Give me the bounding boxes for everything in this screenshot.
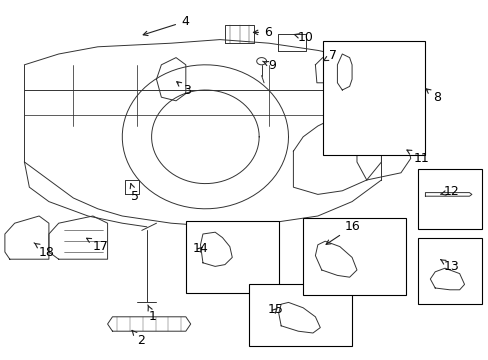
- Text: 8: 8: [425, 89, 440, 104]
- Text: 13: 13: [440, 260, 458, 273]
- Text: 6: 6: [253, 26, 271, 39]
- Text: 15: 15: [267, 303, 283, 316]
- Bar: [249, 284, 351, 346]
- Bar: [322, 41, 425, 155]
- Text: 1: 1: [147, 305, 157, 323]
- Text: 10: 10: [294, 31, 312, 44]
- Text: 5: 5: [130, 184, 139, 203]
- Text: 9: 9: [262, 59, 275, 72]
- Text: 17: 17: [86, 238, 108, 253]
- Bar: [303, 218, 405, 295]
- Text: 2: 2: [132, 330, 144, 347]
- Text: 7: 7: [323, 49, 336, 62]
- Bar: [417, 169, 481, 229]
- Text: 11: 11: [406, 150, 428, 165]
- Text: 18: 18: [34, 243, 55, 258]
- Text: 4: 4: [143, 15, 188, 36]
- Text: 14: 14: [193, 242, 208, 255]
- Text: 12: 12: [440, 185, 458, 198]
- Bar: [185, 221, 278, 293]
- Bar: [417, 238, 481, 304]
- Text: 3: 3: [176, 82, 191, 96]
- Text: 16: 16: [325, 220, 360, 244]
